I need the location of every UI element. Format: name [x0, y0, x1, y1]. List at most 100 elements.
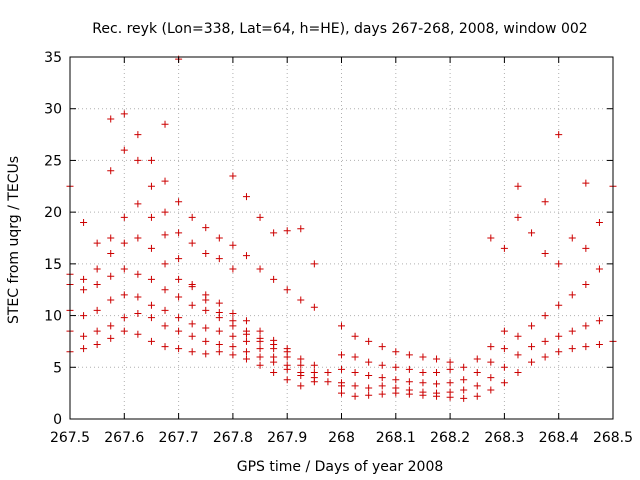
x-tick-label: 268.2 [430, 430, 470, 446]
data-point [93, 265, 101, 273]
data-point [202, 291, 210, 299]
data-point [175, 327, 183, 335]
data-point [460, 376, 468, 384]
data-point [446, 379, 454, 387]
data-point [351, 353, 359, 361]
series-arc-9 [161, 55, 183, 128]
data-point [514, 368, 522, 376]
data-point [528, 343, 536, 351]
data-point [229, 241, 237, 249]
data-point [433, 380, 441, 388]
data-point [202, 337, 210, 345]
data-point [107, 322, 115, 330]
data-point [147, 156, 155, 164]
data-point [568, 327, 576, 335]
data-point [256, 361, 264, 369]
x-axis-label: GPS time / Days of year 2008 [237, 459, 444, 475]
data-point [242, 317, 250, 325]
data-point [107, 334, 115, 342]
data-point [202, 350, 210, 358]
data-point [161, 208, 169, 216]
data-point [270, 229, 278, 237]
data-point [582, 343, 590, 351]
data-point [446, 388, 454, 396]
data-point [283, 365, 291, 373]
data-point [147, 314, 155, 322]
data-point [297, 355, 305, 363]
data-point [188, 213, 196, 221]
series-arc-8 [107, 146, 237, 273]
x-tick-label: 267.8 [213, 430, 253, 446]
y-tick-label: 5 [53, 360, 62, 376]
data-point [120, 314, 128, 322]
data-point [256, 353, 264, 361]
data-point [582, 281, 590, 289]
data-point [500, 244, 508, 252]
data-point [595, 218, 603, 226]
data-point [392, 363, 400, 371]
data-point [270, 336, 278, 344]
series-arc-12 [338, 317, 603, 397]
data-point [283, 286, 291, 294]
data-point [324, 378, 332, 386]
data-point [555, 260, 563, 268]
data-point [405, 365, 413, 373]
y-tick-labels: 0 5 10 15 20 25 30 35 [44, 50, 62, 428]
data-point [120, 146, 128, 154]
data-point [338, 379, 345, 387]
data-point [487, 234, 495, 242]
series-arc-17 [514, 131, 590, 206]
data-point [528, 322, 536, 330]
data-point [134, 200, 142, 208]
data-point [365, 358, 373, 366]
data-point [514, 213, 522, 221]
series-arc-11 [338, 337, 617, 402]
data-point [595, 341, 603, 349]
data-point [433, 355, 441, 363]
data-point [147, 182, 155, 190]
data-point [202, 224, 210, 232]
data-point [161, 260, 169, 268]
data-point [80, 312, 88, 320]
data-point [460, 386, 468, 394]
series-arc-10 [229, 172, 318, 268]
gridlines [70, 57, 613, 419]
data-point [229, 332, 237, 340]
data-point [338, 389, 345, 397]
data-point [351, 392, 359, 400]
data-point [107, 167, 115, 175]
data-point [107, 250, 115, 258]
data-point [351, 368, 359, 376]
series-arc-6 [66, 327, 305, 390]
data-point [500, 345, 508, 353]
data-point [405, 378, 413, 386]
data-point [324, 368, 332, 376]
data-point [365, 372, 373, 380]
data-point [161, 286, 169, 294]
data-point [582, 244, 590, 252]
data-point [120, 239, 128, 247]
data-point [365, 391, 373, 399]
data-point [147, 213, 155, 221]
data-point [147, 337, 155, 345]
series-arc-7 [107, 110, 318, 311]
x-tick-label: 268.1 [376, 430, 416, 446]
data-point [365, 337, 373, 345]
data-point [215, 341, 223, 349]
data-point [310, 378, 318, 386]
data-point [595, 317, 603, 325]
data-point [93, 306, 101, 314]
data-point [134, 270, 142, 278]
data-point [555, 348, 563, 356]
data-point [378, 343, 386, 351]
series-arc-16 [487, 182, 617, 268]
data-point [161, 120, 169, 128]
data-point [433, 368, 441, 376]
data-point [229, 322, 237, 330]
y-tick-label: 0 [53, 412, 62, 428]
data-point [405, 351, 413, 359]
data-point [500, 379, 508, 387]
data-point [229, 265, 237, 273]
data-point [147, 301, 155, 309]
data-point [419, 353, 427, 361]
